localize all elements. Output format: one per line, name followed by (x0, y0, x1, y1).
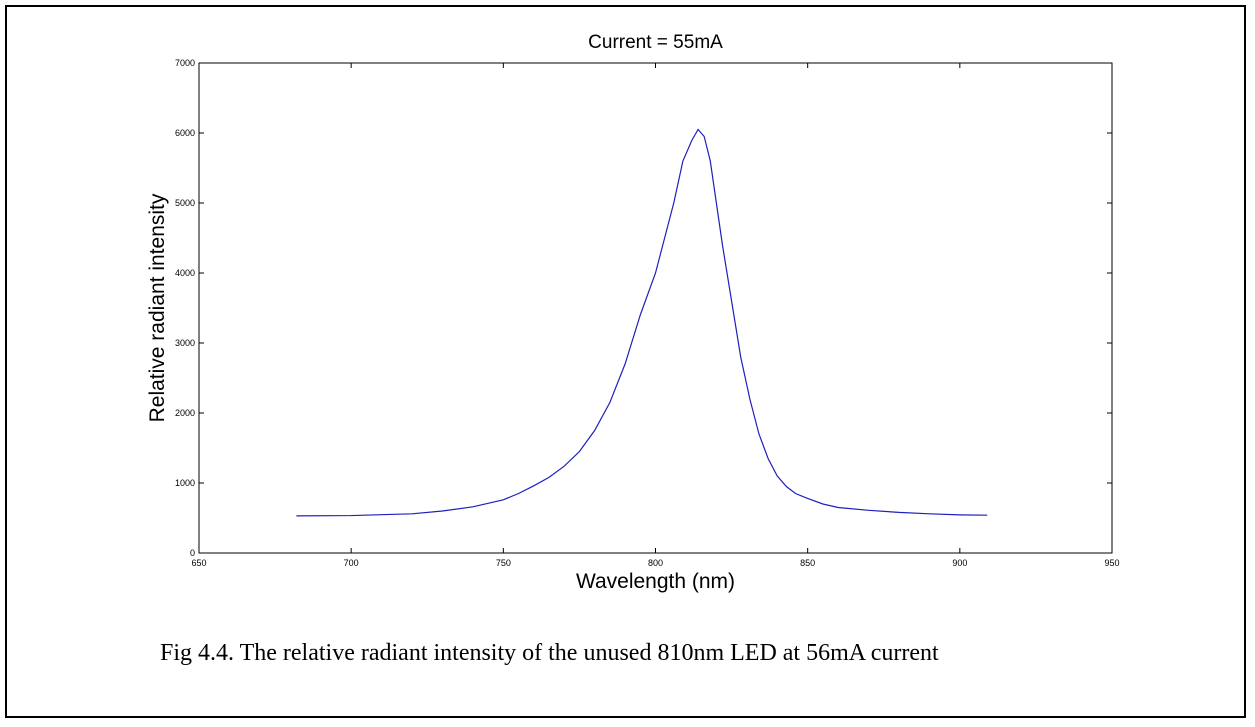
y-tick-label: 6000 (175, 128, 195, 138)
chart-title: Current = 55mA (588, 32, 723, 53)
y-tick-label: 3000 (175, 338, 195, 348)
y-tick-label: 4000 (175, 268, 195, 278)
y-tick-label: 2000 (175, 408, 195, 418)
x-tick-label: 750 (496, 558, 511, 568)
y-tick-label: 5000 (175, 198, 195, 208)
x-tick-label: 800 (648, 558, 663, 568)
x-axis-label: Wavelength (nm) (576, 570, 735, 593)
ticks-group: 650 700 750 800 850 900 950 0 1000 2000 3000 4000 50… (175, 58, 1120, 568)
y-tick-label: 7000 (175, 58, 195, 68)
figure-caption: Fig 4.4. The relative radiant intensity … (160, 640, 939, 666)
y-tick-label: 1000 (175, 478, 195, 488)
x-tick-label: 850 (800, 558, 815, 568)
x-tick-label: 700 (344, 558, 359, 568)
x-tick-label: 900 (952, 558, 967, 568)
x-tick-label: 950 (1104, 558, 1119, 568)
series-line (296, 128, 988, 517)
plot-area (198, 62, 1113, 554)
y-tick-label: 0 (190, 548, 195, 558)
x-tick-label: 650 (191, 558, 206, 568)
y-axis-label: Relative radiant intensity (146, 193, 169, 422)
